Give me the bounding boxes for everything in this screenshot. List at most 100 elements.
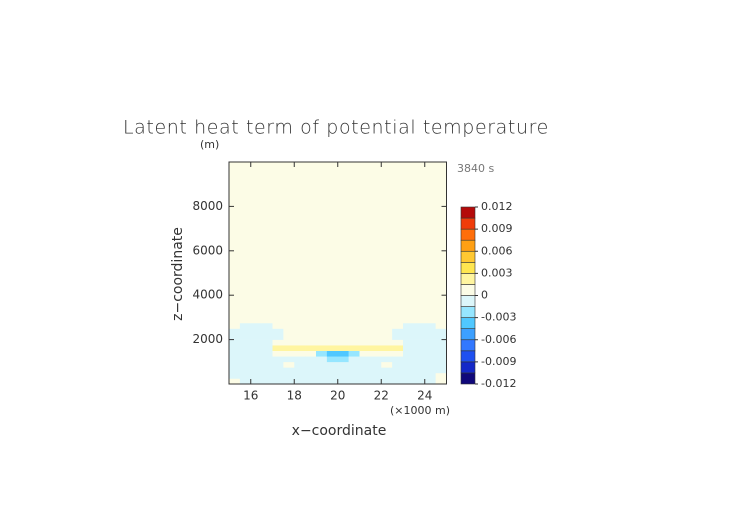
time-label: 3840 s [457,162,494,175]
field-cell [403,339,415,346]
field-cell [316,322,328,329]
field-cell [305,367,317,374]
field-cell [370,334,382,340]
colorbar-label: -0.009 [481,355,516,368]
field-cell [337,361,349,368]
field-cell [403,356,415,363]
field-cell [381,350,393,357]
field-cell [381,328,393,335]
field-cell [250,339,262,346]
colorbar-box [460,250,476,263]
x-tick-label: 24 [417,389,432,403]
field-cell [337,350,349,357]
field-cell [435,328,447,335]
field-cell [424,334,436,340]
field-cell [348,378,360,385]
field-cell [305,356,317,363]
field-cell [413,372,426,379]
field-cell [229,350,241,357]
colorbar-box [460,206,476,219]
field-cell [413,334,426,340]
field-cell [337,356,349,363]
field-cell [348,328,360,335]
field-cell [326,339,339,346]
field-cell [305,328,317,335]
field-cell [229,345,241,351]
field-cell [435,345,447,351]
field-cell [294,378,306,385]
field-cell [337,317,349,324]
field-cell [316,367,328,374]
field-cell [272,345,284,351]
field-cell [305,322,317,329]
colorbar-box [460,372,476,385]
field-cell [359,322,371,329]
field-cell [337,345,349,351]
field-cell [272,328,284,335]
field-cell [261,334,273,340]
field-cell [261,372,273,379]
field-cell [305,350,317,357]
field-cell [424,350,436,357]
colorbar-box [460,339,476,352]
field-cell [381,339,393,346]
field-cell [305,334,317,340]
field-cell [272,350,284,357]
colorbar-label: -0.003 [481,311,516,324]
field-cell [337,378,349,385]
field-cell [239,350,252,357]
field-cell [283,361,295,368]
field-cell [392,317,404,324]
field-cell [250,345,262,351]
field-cell [348,339,360,346]
y-tick-label: 8000 [192,199,223,213]
field-cell [370,317,382,324]
x-tick-label: 22 [374,389,389,403]
colorbar-box [460,239,476,252]
field-cell [305,361,317,368]
colorbar-box [460,273,476,285]
field-cell [326,356,339,363]
field-cell [370,328,382,335]
field-cell [337,334,349,340]
field-cell [316,356,328,363]
field-cell [348,367,360,374]
field-cell [359,350,371,357]
field-cell [294,334,306,340]
x-tick-label: 16 [243,389,258,403]
field-cell [381,367,393,374]
y-tick-label: 2000 [192,332,223,346]
field-cell [283,317,295,324]
field-cell [435,339,447,346]
field-cell [413,367,426,374]
field-cell [283,322,295,329]
field-cell [424,356,436,363]
colorbar-box [460,228,476,241]
field-cell [413,361,426,368]
field-cell [370,356,382,363]
field-cell [392,328,404,335]
field-cell [381,322,393,329]
field-cell [424,339,436,346]
colorbar-label: -0.012 [481,377,516,390]
field-cell [261,328,273,335]
field-cell [229,356,241,363]
field-cell [403,328,415,335]
field-cell [239,322,252,329]
field-cell [272,334,284,340]
field-cell [326,378,339,385]
field-cell [316,345,328,351]
field-cell [283,378,295,385]
field-cell [272,317,284,324]
field-cell [239,339,252,346]
field-cell [337,322,349,329]
field-cell [326,350,339,357]
colorbar-box [460,361,476,374]
colorbar-label: 0 [481,289,488,302]
field-cell [381,334,393,340]
field-cell [326,372,339,379]
field-cell [435,350,447,357]
field-cell [424,367,436,374]
field-cell [435,361,447,368]
